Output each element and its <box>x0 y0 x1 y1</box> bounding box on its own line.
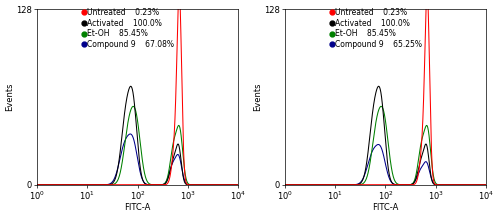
Y-axis label: Events: Events <box>6 83 15 111</box>
X-axis label: FITC-A: FITC-A <box>372 203 398 213</box>
Legend: Untreated    0.23%, Activated    100.0%, Et-OH    85.45%, Compound 9    65.25%: Untreated 0.23%, Activated 100.0%, Et-OH… <box>329 7 423 50</box>
Legend: Untreated    0.23%, Activated    100.0%, Et-OH    85.45%, Compound 9    67.08%: Untreated 0.23%, Activated 100.0%, Et-OH… <box>81 7 175 50</box>
X-axis label: FITC-A: FITC-A <box>124 203 151 213</box>
Y-axis label: Events: Events <box>254 83 262 111</box>
